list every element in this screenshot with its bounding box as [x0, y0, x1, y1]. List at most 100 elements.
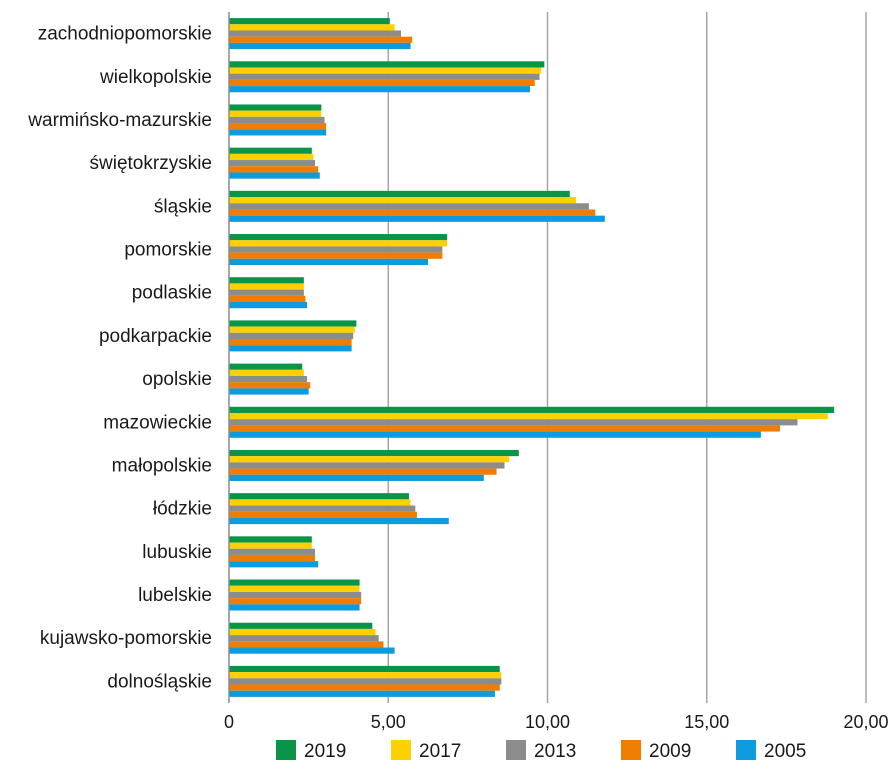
- legend-swatch: [276, 740, 296, 760]
- bar: [229, 172, 320, 179]
- legend-swatch: [391, 740, 411, 760]
- bar: [229, 554, 315, 562]
- category-labels: zachodniopomorskie wielkopolskie warmińsko…: [27, 24, 212, 693]
- bar: [229, 160, 315, 167]
- grid-lines: [387, 12, 867, 703]
- bar: [229, 511, 417, 518]
- legend-label: 2013: [534, 741, 576, 762]
- bar: [229, 30, 401, 37]
- bar: [229, 635, 379, 642]
- category-label: opolskie: [142, 369, 212, 390]
- bar: [229, 425, 781, 432]
- category-label: łódzkie: [153, 499, 212, 520]
- bar: [229, 215, 605, 222]
- bar: [229, 561, 319, 568]
- bar: [229, 628, 376, 636]
- legend: 2019 2017 2013 2009 2005: [276, 740, 806, 762]
- category-label: pomorskie: [124, 240, 212, 261]
- legend-label: 2017: [419, 741, 461, 762]
- category-label: wielkopolskie: [99, 67, 212, 88]
- bar: [229, 345, 352, 352]
- bar: [229, 234, 448, 241]
- bar: [229, 647, 395, 654]
- bar: [229, 449, 519, 457]
- category-label: lubuskie: [142, 542, 212, 563]
- x-tick-labels: 0 5,00 10,00 15,00 20,00: [224, 712, 889, 732]
- bar: [229, 302, 308, 309]
- bar: [229, 598, 362, 605]
- legend-label: 2009: [649, 741, 691, 762]
- bar: [229, 684, 500, 691]
- bars: [229, 18, 835, 697]
- category-label: zachodniopomorskie: [38, 24, 212, 45]
- bar: [229, 86, 530, 93]
- bar: [229, 536, 312, 543]
- bar: [229, 320, 357, 327]
- bar: [229, 468, 497, 475]
- bar: [229, 42, 411, 50]
- bar: [229, 591, 362, 599]
- bar: [229, 665, 500, 673]
- category-label: podlaskie: [132, 283, 212, 304]
- bar: [229, 388, 309, 395]
- x-tick-label: 10,00: [525, 712, 570, 732]
- bar: [229, 585, 360, 592]
- bar: [229, 36, 413, 43]
- category-label: świętokrzyskie: [90, 153, 212, 174]
- category-label: warmińsko-mazurskie: [27, 110, 212, 131]
- bar: [229, 339, 352, 346]
- bar: [229, 104, 322, 111]
- bar: [229, 499, 411, 506]
- bar: [229, 419, 798, 426]
- category-label: śląskie: [154, 196, 212, 217]
- bar: [229, 678, 502, 685]
- category-label: kujawsko-pomorskie: [40, 628, 212, 649]
- bar: [229, 375, 308, 383]
- bar: [229, 382, 311, 389]
- bar: [229, 190, 570, 198]
- bar: [229, 147, 312, 154]
- bar: [229, 79, 535, 87]
- bar: [229, 641, 384, 648]
- bar: [229, 622, 373, 629]
- category-label: lubelskie: [138, 585, 212, 606]
- bar: [229, 505, 416, 512]
- bar: [229, 332, 354, 340]
- bar: [229, 579, 360, 586]
- bar: [229, 123, 327, 130]
- bar: [229, 369, 304, 376]
- bar: [229, 61, 545, 68]
- bar: [229, 462, 505, 469]
- bar: [229, 289, 304, 296]
- legend-swatch: [621, 740, 641, 760]
- bar: [229, 252, 443, 259]
- bar: [229, 548, 315, 555]
- category-label: mazowieckie: [103, 412, 212, 433]
- bar: [229, 412, 828, 420]
- x-tick-label: 5,00: [371, 712, 406, 732]
- bar: [229, 258, 429, 266]
- x-tick-label: 15,00: [684, 712, 729, 732]
- x-tick-label: 20,00: [843, 712, 888, 732]
- bar: [229, 604, 360, 611]
- bar: [229, 672, 502, 679]
- legend-swatch: [506, 740, 526, 760]
- category-label: małopolskie: [112, 455, 212, 476]
- bar: [229, 110, 322, 117]
- bar: [229, 295, 306, 303]
- legend-swatch: [736, 740, 756, 760]
- bar: [229, 116, 325, 124]
- bar: [229, 542, 312, 549]
- bar: [229, 283, 304, 290]
- bar: [229, 517, 449, 525]
- bar: [229, 431, 761, 438]
- legend-label: 2005: [764, 741, 806, 762]
- bar: [229, 277, 304, 284]
- bar: [229, 246, 443, 253]
- bar: [229, 18, 390, 25]
- bar: [229, 166, 319, 173]
- bar: [229, 690, 495, 697]
- bar: [229, 73, 540, 80]
- category-label: podkarpackie: [99, 326, 212, 347]
